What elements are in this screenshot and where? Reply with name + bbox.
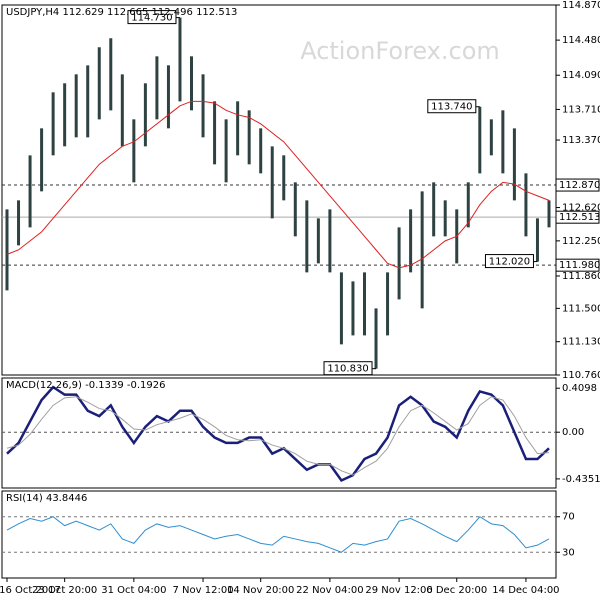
x-tick-label: 6 Dec 20:00 <box>426 585 487 596</box>
annotation-label: 112.020 <box>489 257 530 268</box>
x-tick-label: 22 Nov 04:00 <box>296 585 363 596</box>
y-tick-label: 110.760 <box>562 370 600 381</box>
y-tick-label: 111.130 <box>562 337 600 348</box>
y-tick-label: 114.480 <box>562 35 600 46</box>
level-box <box>555 210 600 224</box>
level-label: 112.513 <box>559 212 600 223</box>
y-tick-label: 70 <box>562 512 575 523</box>
y-tick-label: 30 <box>562 547 575 558</box>
level-box <box>555 258 600 272</box>
series-line <box>6 396 550 476</box>
panel-title: MACD(12,26,9) -0.1339 -0.1926 <box>6 380 166 391</box>
panel-title: USDJPY,H4 112.629 112.665 112.496 112.51… <box>6 7 237 18</box>
series-line <box>6 516 550 553</box>
level-box <box>555 178 600 192</box>
annotation-label: 113.740 <box>431 102 472 113</box>
y-tick-label: 112.620 <box>562 203 600 214</box>
x-tick-label: 7 Nov 12:00 <box>173 585 234 596</box>
level-label: 112.870 <box>559 180 600 191</box>
y-tick-label: 114.870 <box>562 0 600 11</box>
y-tick-label: 0.4098 <box>562 383 597 394</box>
x-tick-label: 14 Nov 20:00 <box>227 585 294 596</box>
y-tick-label: 111.500 <box>562 303 600 314</box>
panel-frame <box>1 377 557 489</box>
level-label: 111.980 <box>559 260 600 271</box>
y-tick-label: -0.4351 <box>562 474 600 485</box>
y-tick-label: 114.090 <box>562 70 600 81</box>
watermark: ActionForex.com <box>300 37 500 65</box>
panel-frame <box>1 490 557 579</box>
annotation-box <box>127 10 177 25</box>
annotation-label: 110.830 <box>327 364 368 375</box>
y-tick-label: 112.250 <box>562 236 600 247</box>
annotation-label: 114.730 <box>131 13 172 24</box>
y-tick-label: 111.860 <box>562 271 600 282</box>
x-tick-label: 14 Dec 04:00 <box>492 585 559 596</box>
y-tick-label: 0.00 <box>562 427 584 438</box>
series-line <box>6 100 550 269</box>
series-line <box>6 385 550 483</box>
y-tick-label: 113.710 <box>562 104 600 115</box>
x-tick-label: 31 Oct 04:00 <box>101 585 166 596</box>
panel-title: RSI(14) 43.8446 <box>6 493 87 504</box>
x-tick-label: 16 Oct 2017 <box>0 585 61 596</box>
y-tick-label: 113.370 <box>562 135 600 146</box>
x-tick-label: 23 Oct 20:00 <box>32 585 97 596</box>
x-tick-label: 29 Nov 12:00 <box>365 585 432 596</box>
